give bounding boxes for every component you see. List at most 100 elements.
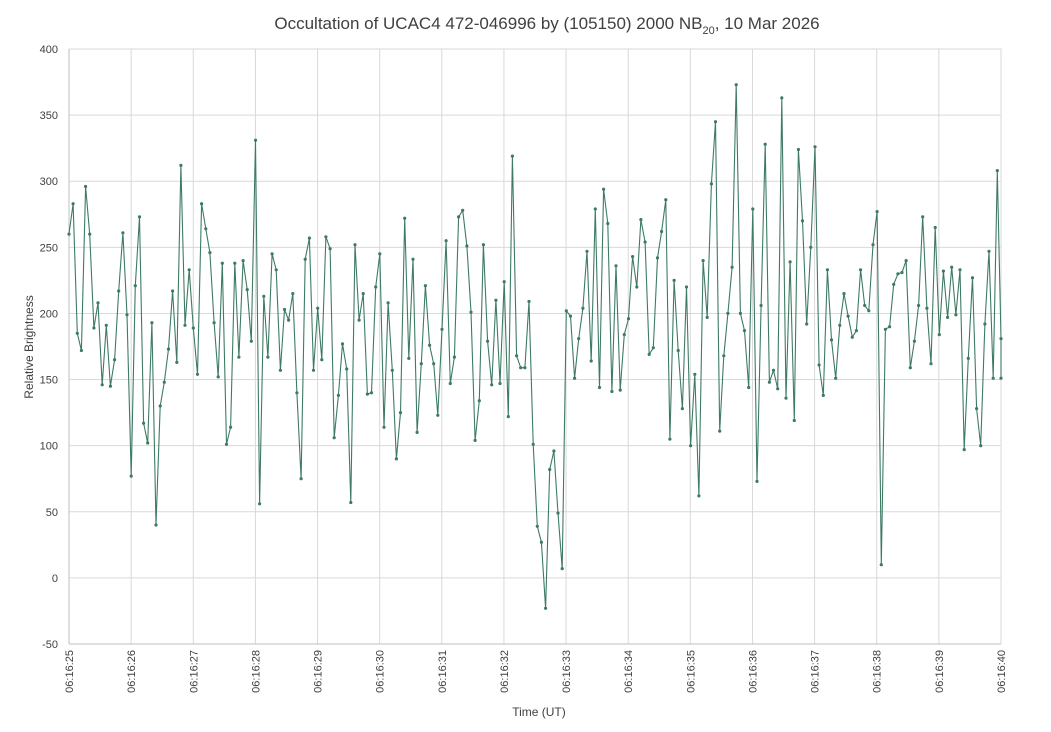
data-point xyxy=(701,259,705,263)
y-tick-label: 0 xyxy=(52,573,58,585)
data-point xyxy=(556,511,560,515)
x-tick-label: 06:16:28 xyxy=(250,650,262,693)
data-point xyxy=(146,441,150,445)
series-layer xyxy=(67,83,1003,610)
data-point xyxy=(825,268,830,272)
data-point xyxy=(796,147,801,152)
data-point xyxy=(979,444,983,448)
data-point xyxy=(718,429,722,433)
data-point xyxy=(216,375,220,379)
y-tick-label: 300 xyxy=(40,176,58,188)
data-point xyxy=(560,567,564,571)
data-point xyxy=(577,337,581,341)
data-point xyxy=(875,210,879,214)
data-point xyxy=(494,298,498,302)
data-point xyxy=(859,268,863,272)
data-point xyxy=(394,457,398,461)
data-point xyxy=(763,142,767,146)
data-point xyxy=(896,272,900,276)
data-point xyxy=(361,292,365,296)
data-point xyxy=(573,376,577,380)
data-point xyxy=(369,391,374,395)
data-point xyxy=(850,335,854,339)
data-point xyxy=(813,145,817,149)
data-point xyxy=(104,323,108,327)
data-point xyxy=(398,411,403,415)
data-point xyxy=(651,346,655,350)
data-point xyxy=(606,221,610,226)
data-point xyxy=(664,198,668,202)
chart-title-main: Occultation of UCAC4 472-046996 by (1051… xyxy=(274,14,702,33)
data-point xyxy=(564,309,568,313)
data-point xyxy=(668,437,672,441)
data-point xyxy=(332,436,336,440)
data-point xyxy=(747,385,751,390)
data-point xyxy=(689,444,693,448)
data-point xyxy=(88,232,92,236)
data-point xyxy=(220,261,224,265)
data-point xyxy=(535,524,539,528)
data-point xyxy=(581,306,585,310)
data-point xyxy=(709,182,714,186)
y-tick-label: 400 xyxy=(40,44,58,56)
data-point xyxy=(137,215,142,219)
data-point xyxy=(67,232,71,236)
data-point xyxy=(917,303,921,308)
data-point xyxy=(544,606,548,610)
data-point xyxy=(846,314,850,318)
data-point xyxy=(287,318,291,322)
data-point xyxy=(245,288,249,292)
data-point xyxy=(419,362,423,366)
data-point xyxy=(158,404,162,408)
data-point xyxy=(75,331,79,335)
data-point xyxy=(428,343,432,347)
data-point xyxy=(854,329,859,333)
data-point xyxy=(328,247,332,251)
data-point xyxy=(970,276,975,280)
x-tick-label: 06:16:37 xyxy=(810,650,822,693)
data-point xyxy=(461,208,465,212)
y-tick-label: 250 xyxy=(40,242,58,254)
data-point xyxy=(187,268,191,272)
data-point xyxy=(871,243,875,247)
data-point xyxy=(274,268,278,272)
data-point xyxy=(742,329,747,333)
data-point xyxy=(316,306,320,310)
data-point xyxy=(191,326,195,330)
data-point xyxy=(121,231,125,235)
y-tick-label: 200 xyxy=(40,308,58,320)
data-point xyxy=(780,96,784,100)
data-point xyxy=(660,229,664,234)
data-point xyxy=(469,310,473,314)
data-point xyxy=(382,425,386,429)
data-point xyxy=(966,356,970,360)
data-point xyxy=(755,479,759,483)
data-point xyxy=(527,299,531,304)
data-point xyxy=(457,215,461,219)
data-point xyxy=(336,393,340,397)
data-point xyxy=(258,502,262,506)
data-point xyxy=(647,352,651,356)
data-point xyxy=(962,448,966,452)
data-point xyxy=(950,265,954,269)
data-point xyxy=(270,252,274,256)
data-point xyxy=(655,256,660,260)
data-point xyxy=(84,184,88,189)
data-point xyxy=(229,425,233,429)
data-point xyxy=(805,322,809,326)
data-point xyxy=(212,321,216,325)
data-point xyxy=(171,289,175,293)
x-axis-title: Time (UT) xyxy=(512,705,566,719)
data-point xyxy=(307,236,311,240)
data-point xyxy=(407,356,411,360)
y-tick-label: -50 xyxy=(42,639,58,651)
data-point xyxy=(730,265,734,269)
data-point xyxy=(291,292,295,296)
data-point xyxy=(548,467,552,472)
data-point xyxy=(900,270,904,275)
data-point xyxy=(684,285,689,289)
data-point xyxy=(498,381,502,386)
chart-title: Occultation of UCAC4 472-046996 by (1051… xyxy=(274,14,819,37)
data-point xyxy=(266,355,270,359)
